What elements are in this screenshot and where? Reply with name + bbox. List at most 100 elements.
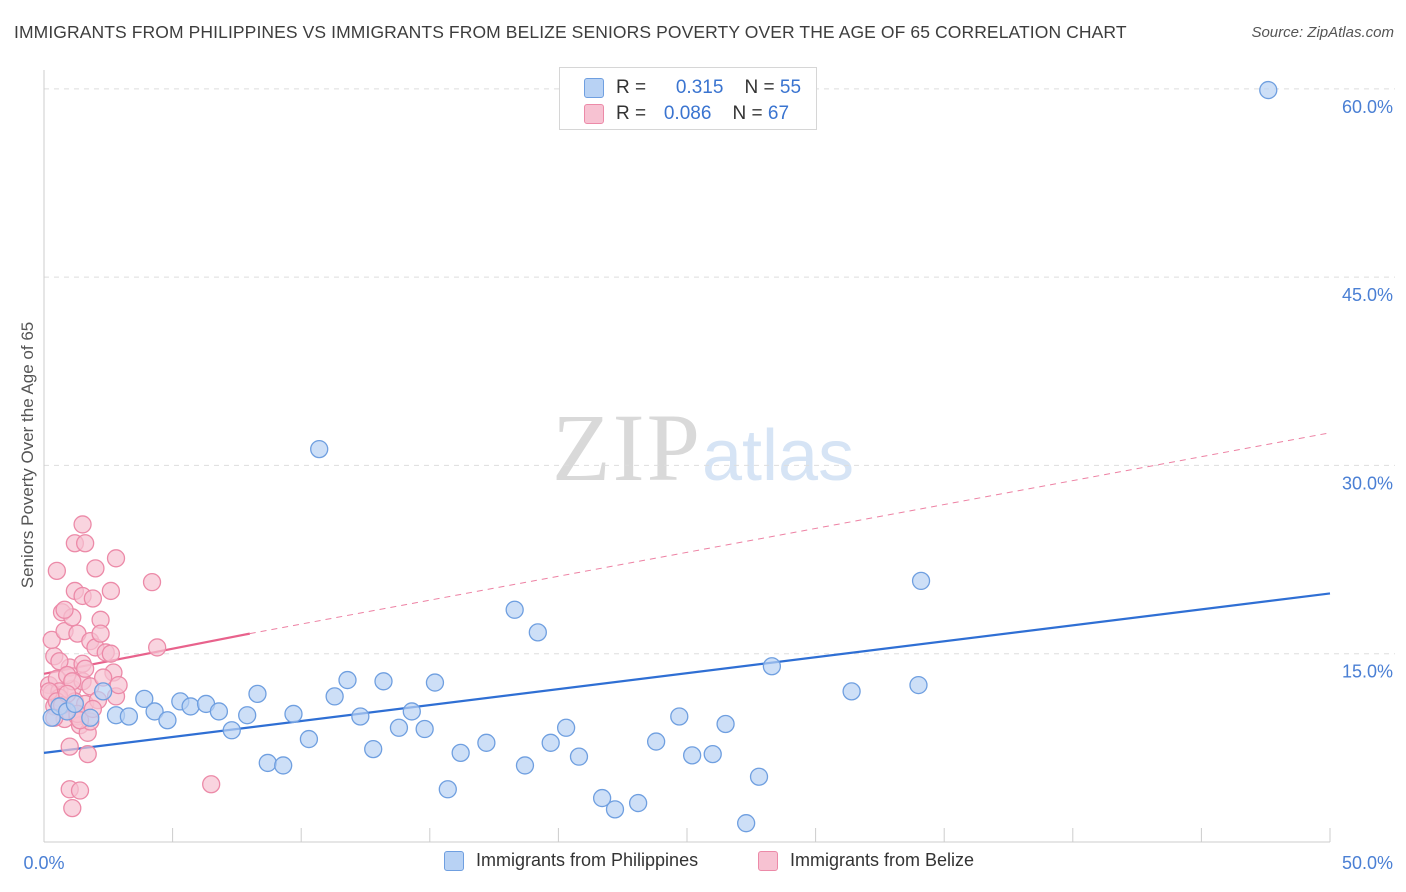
philippines-point [528, 623, 547, 642]
philippines-point [364, 739, 383, 759]
philippines-point [569, 747, 589, 766]
data-points [39, 80, 1278, 833]
y-tick-label: 15.0% [1342, 662, 1393, 682]
chart-title: IMMIGRANTS FROM PHILIPPINES VS IMMIGRANT… [14, 22, 1127, 42]
philippines-point [592, 788, 612, 808]
legend-label: Immigrants from Belize [790, 850, 975, 870]
belize-point [86, 559, 105, 578]
belize-swatch [758, 850, 778, 871]
belize-point [76, 659, 95, 678]
philippines-trend-line [43, 592, 1331, 754]
philippines-point [258, 753, 277, 773]
legend-row-philippines: R = 0.315 N = 55 [584, 75, 801, 101]
philippines-point [505, 600, 524, 619]
belize-point [83, 589, 103, 608]
philippines-point [415, 719, 434, 739]
belize-point [70, 781, 90, 800]
philippines-point [402, 702, 421, 721]
philippines-point [762, 657, 782, 676]
n-label: N = [744, 77, 775, 98]
source-label: Source: ZipAtlas.com [1251, 24, 1394, 41]
x-tick-label: 0.0% [23, 853, 64, 873]
belize-point [101, 644, 121, 663]
belize-point [73, 515, 92, 534]
y-tick-labels: 15.0% 30.0% 45.0% 60.0% [1342, 97, 1393, 682]
philippines-point [646, 732, 666, 751]
philippines-point [909, 675, 928, 695]
philippines-point [682, 746, 702, 765]
n-value: 55 [779, 77, 802, 98]
philippines-point [541, 733, 560, 752]
philippines-point [438, 780, 457, 799]
trend-lines [43, 432, 1331, 754]
belize-point [106, 549, 126, 568]
n-value: 67 [767, 103, 790, 124]
watermark-atlas: atlas [702, 416, 855, 496]
y-axis-label: Seniors Poverty Over the Age of 65 [18, 322, 37, 588]
philippines-point [1259, 80, 1278, 100]
correlation-legend: R = 0.315 N = 55 R = 0.086 N = 67 [559, 67, 817, 130]
philippines-point [310, 439, 329, 459]
philippines-point [605, 800, 625, 819]
belize-point [202, 775, 221, 794]
philippines-point [737, 814, 756, 833]
philippines-point [911, 571, 931, 591]
philippines-point [248, 684, 267, 704]
belize-point [78, 744, 97, 764]
philippines-point [556, 718, 576, 737]
belize-point [63, 798, 82, 818]
philippines-point [670, 707, 689, 726]
r-value: 0.315 [675, 77, 724, 98]
philippines-point [94, 682, 113, 701]
belize-point [60, 737, 79, 756]
y-tick-label: 60.0% [1342, 97, 1393, 117]
legend-item-philippines[interactable]: Immigrants from Philippines [444, 850, 698, 871]
philippines-point [351, 707, 370, 726]
belize-point [101, 581, 121, 601]
philippines-point [425, 673, 445, 692]
philippines-point [515, 756, 535, 775]
philippines-point [451, 743, 470, 763]
belize-point [142, 573, 162, 592]
philippines-point [181, 697, 200, 716]
philippines-point [158, 711, 177, 730]
philippines-point [325, 687, 344, 706]
philippines-point [299, 729, 319, 749]
r-value: 0.086 [663, 103, 712, 124]
x-tick-labels: 0.0% 50.0% [23, 853, 1393, 873]
philippines-point [119, 707, 139, 726]
philippines-point [65, 694, 85, 714]
legend-label: Immigrants from Philippines [476, 850, 699, 870]
philippines-point [374, 672, 393, 691]
philippines-point [477, 733, 496, 752]
philippines-point [842, 682, 861, 701]
belize-point [76, 534, 95, 553]
philippines-point [716, 714, 735, 734]
philippines-point [81, 708, 100, 727]
x-tick-label: 50.0% [1342, 853, 1393, 873]
philippines-point [145, 702, 164, 721]
r-label: R = [616, 77, 647, 98]
y-tick-label: 45.0% [1342, 285, 1393, 305]
philippines-point [703, 744, 722, 764]
watermark-zip: ZIP [552, 394, 702, 501]
belize-point [47, 561, 67, 581]
belize-point [148, 638, 167, 657]
legend-item-belize[interactable]: Immigrants from Belize [758, 850, 974, 871]
philippines-point [135, 689, 154, 709]
philippines-point [749, 767, 769, 786]
philippines-point [274, 756, 293, 775]
philippines-point [222, 721, 241, 740]
watermark: ZIPatlas [552, 400, 854, 496]
philippines-point [628, 793, 648, 813]
legend-row-belize: R = 0.086 N = 67 [584, 101, 789, 127]
y-tick-label: 30.0% [1342, 473, 1393, 493]
series-legend: Immigrants from Philippines Immigrants f… [0, 850, 1406, 878]
r-label: R = [616, 103, 647, 124]
philippines-point [338, 670, 357, 690]
belize-point [109, 675, 128, 695]
philippines-point [389, 718, 409, 737]
philippines-swatch [584, 78, 604, 98]
grid-lines [44, 88, 1395, 655]
